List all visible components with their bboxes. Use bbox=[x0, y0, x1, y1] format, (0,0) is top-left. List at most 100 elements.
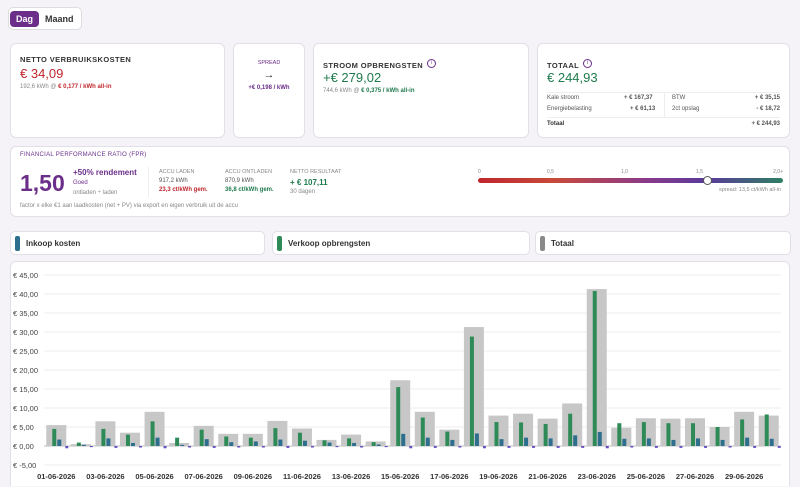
x-tick-label: 03-06-2026 bbox=[86, 472, 124, 481]
x-tick-label: 23-06-2026 bbox=[578, 472, 616, 481]
cost-kwh: 192,6 kWh @ bbox=[20, 84, 57, 90]
bar-verkoop bbox=[519, 422, 524, 446]
legend-verkoop[interactable]: Verkoop opbrengsten bbox=[272, 231, 530, 255]
bar-inkoop bbox=[155, 437, 160, 446]
x-tick-label: 01-06-2026 bbox=[37, 472, 75, 481]
divider bbox=[547, 117, 780, 118]
divider bbox=[547, 92, 780, 93]
net-value: + € 107,11 bbox=[290, 178, 328, 187]
bar-verkoop bbox=[617, 423, 622, 446]
bar-inkoop bbox=[180, 444, 185, 446]
bar-inkoop bbox=[745, 437, 750, 446]
bar-inkoop bbox=[401, 433, 406, 446]
total-row-value: - € 18,72 bbox=[756, 106, 780, 112]
legend-inkoop[interactable]: Inkoop kosten bbox=[10, 231, 265, 255]
x-tick-label: 05-06-2026 bbox=[135, 472, 173, 481]
discharge-kwh: 870,9 kWh bbox=[225, 178, 254, 184]
x-tick-label: 11-06-2026 bbox=[283, 472, 321, 481]
scale-tick: 0,5 bbox=[547, 169, 554, 175]
bar-inkoop bbox=[229, 442, 234, 446]
tab-maand[interactable]: Maand bbox=[45, 13, 74, 24]
bar-inkoop bbox=[548, 438, 553, 446]
y-tick-label: € 35,00 bbox=[13, 309, 38, 318]
charge-kwh: 917,2 kWh bbox=[159, 178, 188, 184]
bar-negative bbox=[630, 446, 634, 448]
bar-negative bbox=[360, 446, 364, 448]
bar-verkoop bbox=[666, 423, 671, 446]
bar-negative bbox=[310, 446, 314, 448]
info-icon[interactable]: i bbox=[583, 59, 593, 69]
tab-dag[interactable]: Dag bbox=[10, 10, 40, 27]
info-icon[interactable]: i bbox=[427, 59, 437, 69]
earnings-kwh: 744,6 kWh @ bbox=[323, 88, 360, 94]
discharge-rate: 36,8 ct/kWh gem. bbox=[225, 187, 274, 193]
bar-negative bbox=[458, 446, 462, 448]
bar-chart: € -5,00 € 0,00 € 5,00 € 10,00 € 15,00 € 20,00… bbox=[13, 271, 781, 481]
x-tick-label: 13-06-2026 bbox=[332, 472, 370, 481]
arrow-right-icon: → bbox=[263, 69, 275, 81]
earnings-header: STROOM OPBRENGSTEN i bbox=[323, 55, 437, 73]
scale-tick: 0 bbox=[478, 169, 481, 175]
bar-inkoop bbox=[81, 444, 86, 446]
bar-verkoop bbox=[224, 436, 229, 446]
bar-verkoop bbox=[125, 434, 130, 446]
bar-inkoop bbox=[720, 439, 725, 446]
bar-inkoop bbox=[376, 444, 381, 446]
bar-inkoop bbox=[474, 433, 479, 446]
total-header: TOTAAL i bbox=[547, 55, 593, 73]
bar-inkoop bbox=[597, 431, 602, 446]
divider bbox=[664, 93, 665, 117]
bar-negative bbox=[65, 446, 69, 449]
legend-swatch bbox=[277, 235, 282, 251]
bar-inkoop bbox=[327, 442, 332, 446]
bar-verkoop bbox=[101, 428, 106, 446]
bar-verkoop bbox=[396, 387, 401, 446]
fpr-sub: ontladen ÷ laden bbox=[73, 190, 118, 196]
spread-label: SPREAD bbox=[257, 60, 281, 66]
bar-inkoop bbox=[696, 438, 701, 446]
cost-detail: 192,6 kWh @ € 0,177 / kWh all-in bbox=[20, 84, 111, 90]
bar-negative bbox=[261, 446, 265, 448]
scale-tick: 1,0 bbox=[621, 169, 628, 175]
bar-verkoop bbox=[543, 423, 548, 446]
bar-negative bbox=[654, 446, 658, 448]
x-tick-label: 09-06-2026 bbox=[234, 472, 272, 481]
legend-swatch bbox=[15, 235, 20, 251]
discharge-label: ACCU ONTLADEN bbox=[225, 169, 273, 175]
fpr-quality: Goed bbox=[73, 180, 88, 186]
bar-negative bbox=[704, 446, 708, 448]
bar-verkoop bbox=[199, 429, 204, 446]
bar-verkoop bbox=[469, 336, 474, 446]
fpr-title: FINANCIAL PERFORMANCE RATIO (FPR) bbox=[20, 152, 147, 158]
bar-negative bbox=[138, 446, 142, 448]
total-footer-value: + € 244,93 bbox=[751, 121, 780, 127]
total-row-value: + € 167,37 bbox=[624, 95, 653, 101]
total-row-value: + € 61,13 bbox=[630, 106, 656, 112]
total-title: TOTAAL bbox=[547, 61, 580, 70]
bar-verkoop bbox=[691, 423, 696, 446]
charge-label: ACCU LADEN bbox=[159, 169, 195, 175]
bar-verkoop bbox=[641, 422, 646, 446]
earnings-value: +€ 279,02 bbox=[323, 70, 382, 85]
bar-inkoop bbox=[450, 439, 455, 446]
cost-card: NETTO VERBRUIKSKOSTEN € 34,09 192,6 kWh … bbox=[10, 43, 225, 138]
bar-inkoop bbox=[130, 442, 135, 446]
total-value: € 244,93 bbox=[547, 70, 598, 85]
legend-totaal[interactable]: Totaal bbox=[535, 231, 791, 255]
x-tick-label: 15-06-2026 bbox=[381, 472, 419, 481]
bar-verkoop bbox=[420, 417, 425, 446]
y-tick-label: € 40,00 bbox=[13, 290, 38, 299]
total-card: TOTAAL i € 244,93 Kale stroom + € 167,37 … bbox=[537, 43, 790, 138]
bar-negative bbox=[507, 446, 511, 448]
bar-verkoop bbox=[76, 442, 81, 446]
bar-negative bbox=[605, 446, 609, 449]
bar-inkoop bbox=[352, 442, 357, 446]
net-days: 30 dagen bbox=[290, 189, 316, 195]
bar-verkoop bbox=[445, 431, 450, 446]
bar-negative bbox=[384, 446, 388, 448]
cost-title: NETTO VERBRUIKSKOSTEN bbox=[20, 55, 132, 64]
legend-label: Totaal bbox=[551, 238, 574, 248]
legend-label: Verkoop opbrengsten bbox=[288, 238, 371, 248]
bar-verkoop bbox=[494, 422, 499, 446]
bar-verkoop bbox=[248, 437, 253, 446]
